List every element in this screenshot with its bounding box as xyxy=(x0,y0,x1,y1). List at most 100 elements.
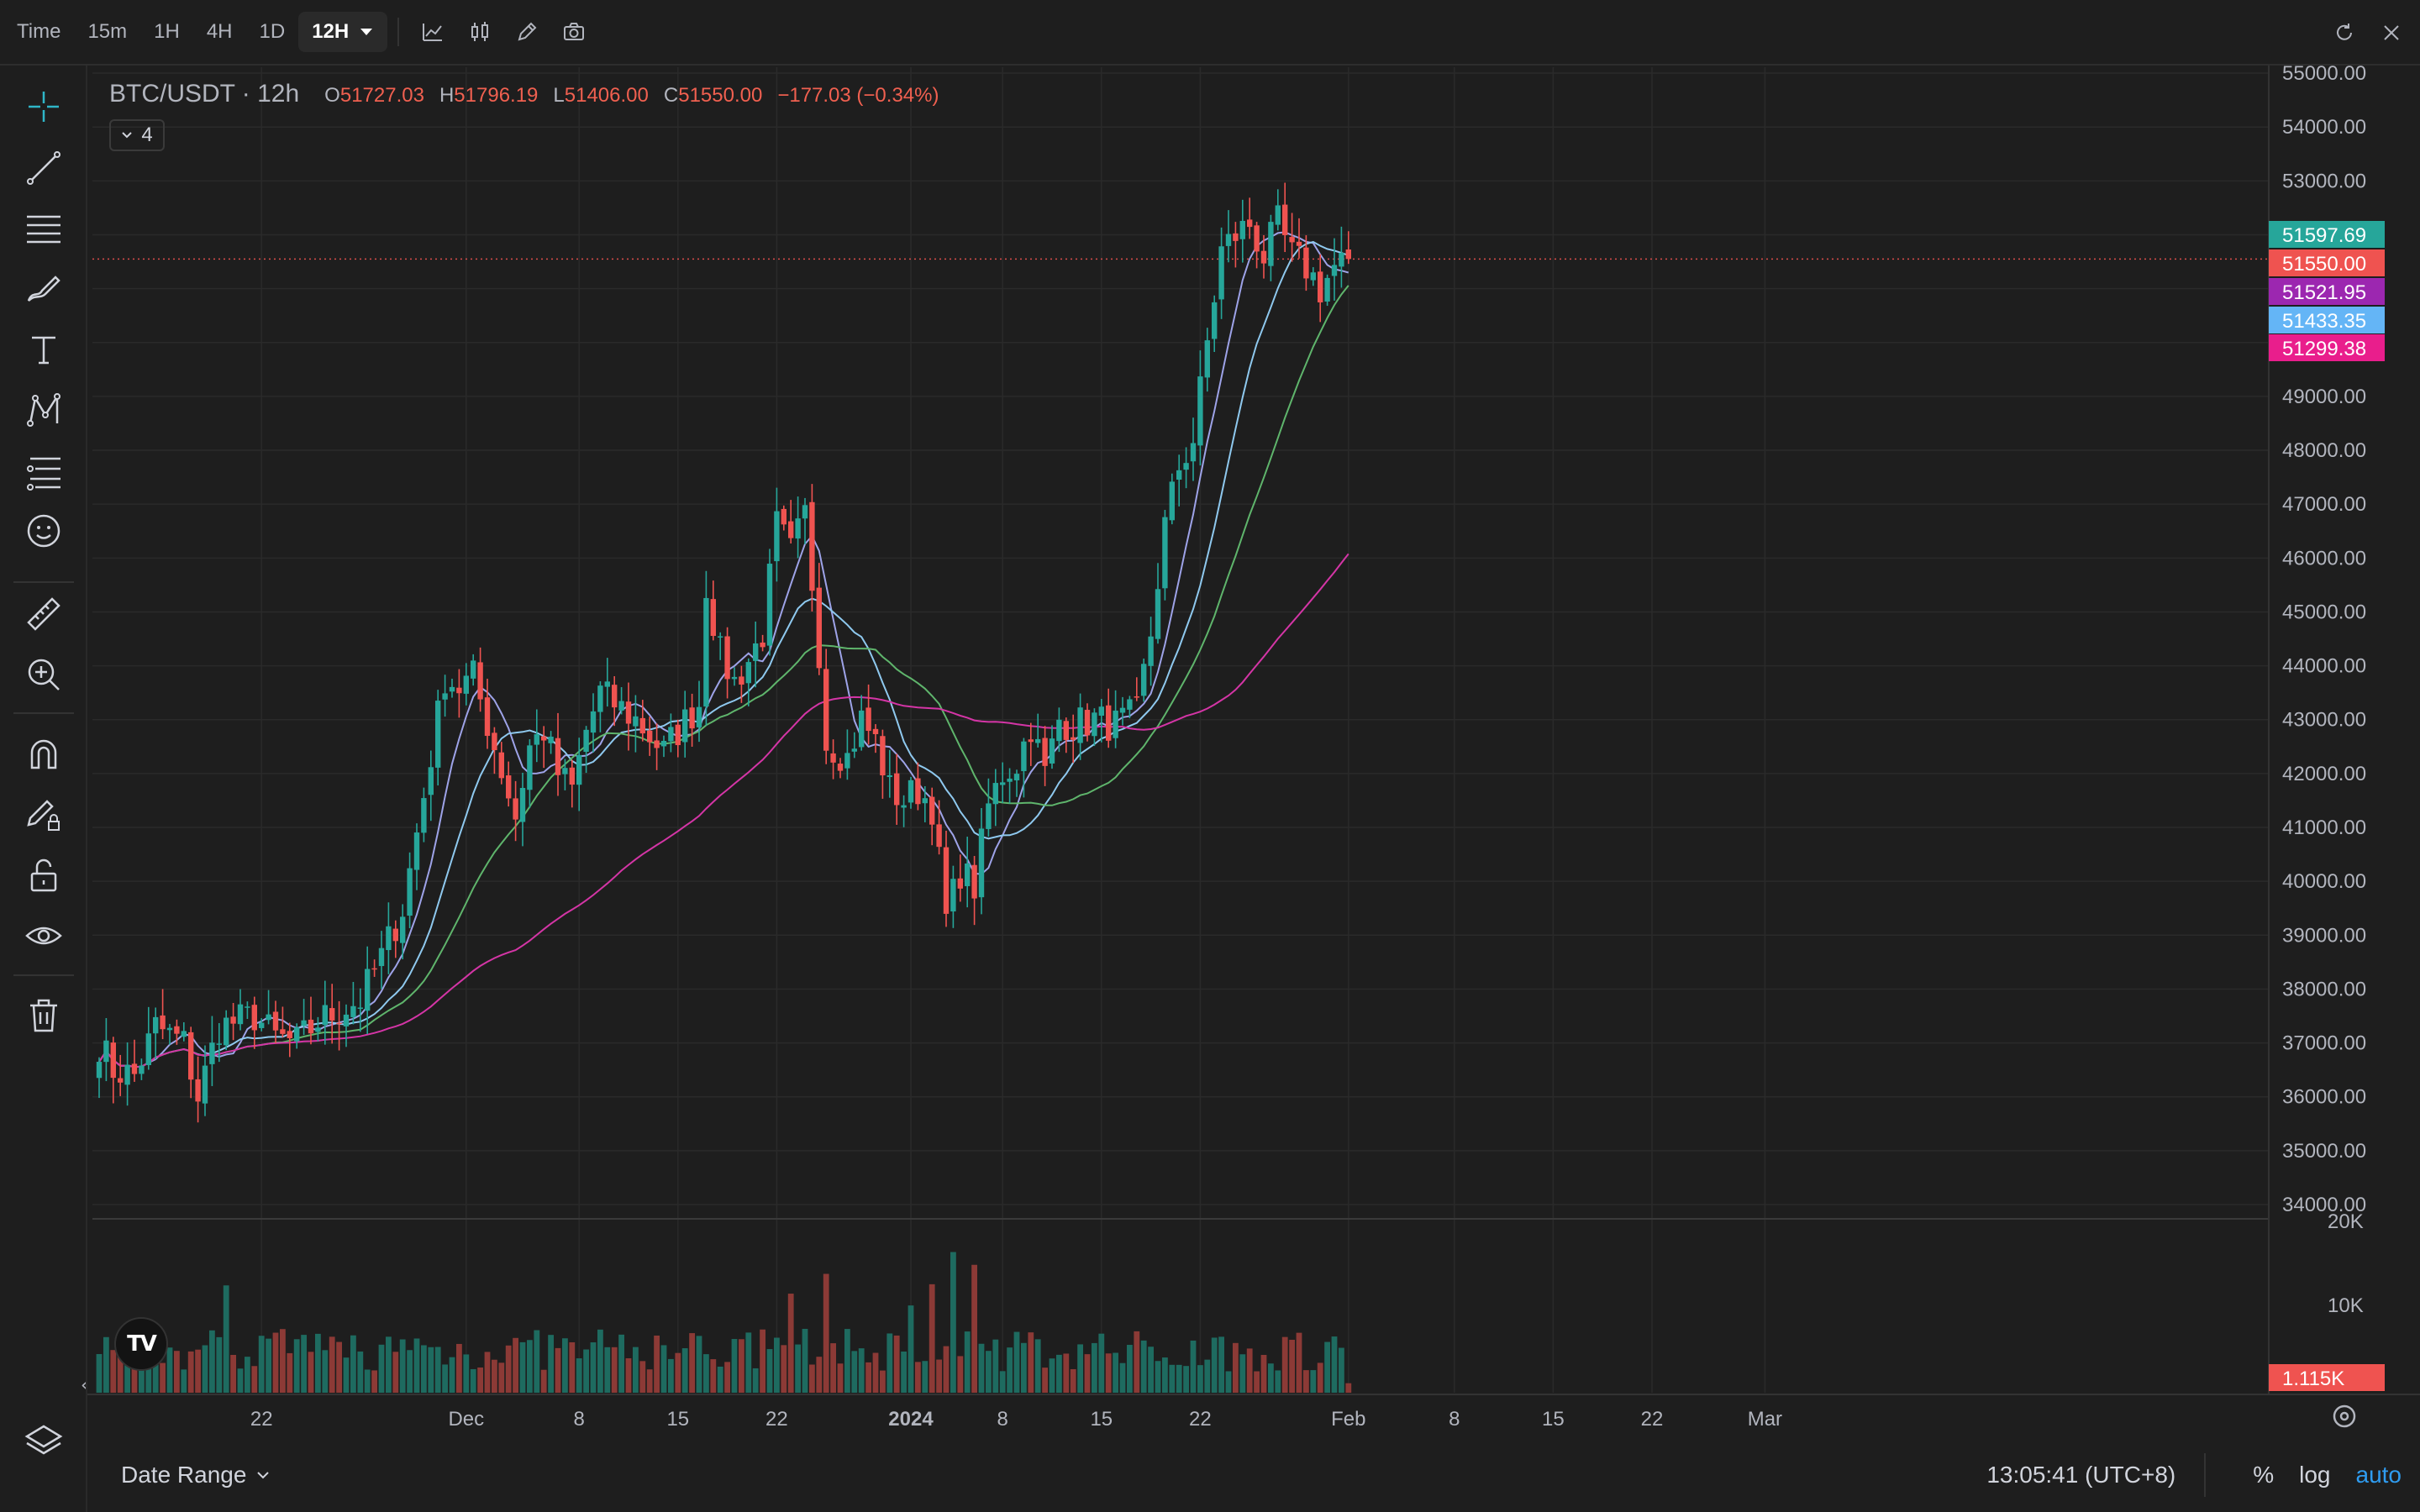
volume-bar xyxy=(1268,1363,1274,1393)
price-badge-label: 51433.35 xyxy=(2282,310,2366,333)
gear-inner xyxy=(2339,1411,2349,1421)
candle xyxy=(519,772,526,847)
unlock-icon[interactable] xyxy=(15,847,72,904)
candle xyxy=(484,679,491,749)
volume-bar xyxy=(527,1340,533,1393)
candle-body xyxy=(103,1040,109,1063)
candles-icon[interactable] xyxy=(456,8,503,55)
volume-bar xyxy=(957,1356,964,1393)
candle-body xyxy=(901,805,907,808)
lock-pencil-icon[interactable] xyxy=(15,786,72,843)
volume-bar xyxy=(823,1273,829,1393)
volume-bar xyxy=(1070,1368,1076,1393)
candle-body xyxy=(400,916,406,943)
log-toggle[interactable]: log xyxy=(2299,1462,2331,1488)
emoji-icon[interactable] xyxy=(15,502,72,559)
time-tick-label: 22 xyxy=(1189,1408,1212,1431)
pattern-icon[interactable] xyxy=(15,381,72,438)
price-tick-label: 49000.00 xyxy=(2282,386,2366,408)
price-tick-label: 42000.00 xyxy=(2282,763,2366,785)
price-tick-label: 40000.00 xyxy=(2282,870,2366,893)
refresh-icon[interactable] xyxy=(2321,9,2368,56)
candle xyxy=(816,563,822,675)
candle xyxy=(103,1018,109,1082)
brush-icon[interactable] xyxy=(15,260,72,318)
candle xyxy=(1339,226,1344,288)
candle xyxy=(216,1022,222,1063)
volume-bar xyxy=(681,1348,688,1393)
trend-line-icon[interactable] xyxy=(15,139,72,197)
layers-icon[interactable] xyxy=(15,1413,72,1470)
text-icon[interactable] xyxy=(15,321,72,378)
candle-body xyxy=(1225,234,1232,246)
candle-body xyxy=(1296,241,1302,246)
candle xyxy=(209,1016,215,1086)
candle xyxy=(1282,182,1288,253)
volume-bar xyxy=(287,1352,293,1393)
candle xyxy=(392,920,398,958)
price-tick-label: 41000.00 xyxy=(2282,816,2366,839)
zoom-in-icon[interactable] xyxy=(15,646,72,703)
candle-body xyxy=(548,736,554,743)
candle xyxy=(1225,210,1232,263)
candle-body xyxy=(957,878,963,889)
time-tick-label: 15 xyxy=(1542,1408,1565,1431)
timeframe-4h[interactable]: 4H xyxy=(193,12,246,52)
tradingview-logo[interactable]: TV xyxy=(114,1317,168,1371)
crosshair-icon[interactable] xyxy=(15,78,72,135)
volume-bar xyxy=(1063,1353,1070,1393)
scroll-left-icon: ‹ xyxy=(81,1375,88,1396)
indicators-toggle[interactable]: 4 xyxy=(109,119,165,151)
time-tick-label: Feb xyxy=(1331,1408,1365,1431)
volume-bar xyxy=(583,1349,589,1393)
time-tick-label: 8 xyxy=(1449,1408,1460,1431)
ruler-icon[interactable] xyxy=(15,585,72,643)
price-tick-label: 37000.00 xyxy=(2282,1032,2366,1055)
clock[interactable]: 13:05:41 (UTC+8) xyxy=(1986,1462,2176,1488)
volume-bar xyxy=(484,1352,491,1393)
candle xyxy=(421,787,427,843)
candle xyxy=(400,904,406,959)
eye-icon[interactable] xyxy=(15,907,72,964)
pencil-icon[interactable] xyxy=(503,8,550,55)
fib-icon[interactable] xyxy=(15,442,72,499)
candle-body xyxy=(647,730,653,743)
magnet-icon[interactable] xyxy=(15,726,72,783)
close-icon[interactable] xyxy=(2368,9,2415,56)
volume-bar xyxy=(1013,1331,1020,1393)
candle-body xyxy=(865,707,871,732)
candle-body xyxy=(1260,250,1267,264)
candle xyxy=(527,739,533,809)
candle xyxy=(1141,658,1147,702)
percent-toggle[interactable]: % xyxy=(2253,1462,2275,1488)
camera-icon[interactable] xyxy=(550,8,597,55)
timeframe-15m[interactable]: 15m xyxy=(74,12,140,52)
candle-body xyxy=(633,716,639,727)
line-chart-icon[interactable] xyxy=(409,8,456,55)
date-range-button[interactable]: Date Range xyxy=(121,1462,270,1488)
auto-toggle[interactable]: auto xyxy=(2355,1462,2402,1488)
trash-icon[interactable] xyxy=(15,987,72,1044)
candle xyxy=(1331,238,1338,301)
timeframe-12h[interactable]: 12H xyxy=(298,12,388,52)
candle xyxy=(492,727,497,774)
volume-bar xyxy=(639,1361,646,1393)
timeframe-time[interactable]: Time xyxy=(3,12,74,52)
volume-bar xyxy=(654,1335,660,1393)
close-value: 51550.00 xyxy=(678,84,763,107)
candle xyxy=(583,726,589,774)
candle-body xyxy=(802,505,808,519)
candle xyxy=(957,854,963,902)
timeframe-1h[interactable]: 1H xyxy=(140,12,193,52)
candle-body xyxy=(555,738,561,775)
candle xyxy=(1113,690,1118,748)
symbol-title[interactable]: BTC/USDT · 12h xyxy=(109,80,300,108)
timeframe-label: 15m xyxy=(87,20,128,43)
volume-bar xyxy=(230,1354,236,1393)
candle-body xyxy=(1028,739,1034,743)
horizontal-lines-icon[interactable] xyxy=(15,200,72,257)
candle xyxy=(224,1010,229,1051)
candle xyxy=(562,759,568,790)
timeframe-1d[interactable]: 1D xyxy=(246,12,299,52)
